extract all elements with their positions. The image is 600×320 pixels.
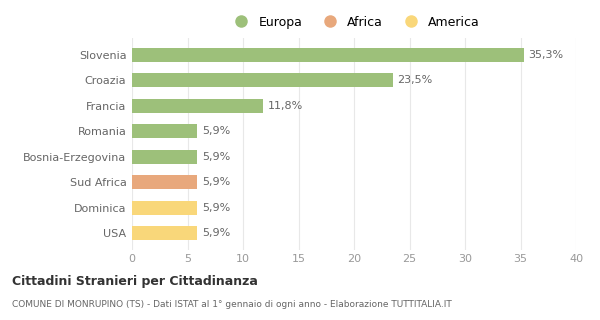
Legend: Europa, Africa, America: Europa, Africa, America [223, 11, 485, 34]
Text: 35,3%: 35,3% [528, 50, 563, 60]
Text: 5,9%: 5,9% [202, 228, 230, 238]
Text: 5,9%: 5,9% [202, 126, 230, 136]
Bar [132, 124, 197, 138]
Bar [132, 226, 197, 240]
Text: 5,9%: 5,9% [202, 203, 230, 212]
Text: 5,9%: 5,9% [202, 152, 230, 162]
Bar [132, 201, 197, 215]
Bar [132, 73, 393, 87]
Bar [132, 48, 524, 62]
Bar [132, 99, 263, 113]
Text: 23,5%: 23,5% [397, 76, 433, 85]
Bar [132, 175, 197, 189]
Text: 11,8%: 11,8% [268, 101, 302, 111]
Bar [132, 150, 197, 164]
Text: 5,9%: 5,9% [202, 177, 230, 187]
Text: COMUNE DI MONRUPINO (TS) - Dati ISTAT al 1° gennaio di ogni anno - Elaborazione : COMUNE DI MONRUPINO (TS) - Dati ISTAT al… [12, 300, 452, 309]
Text: Cittadini Stranieri per Cittadinanza: Cittadini Stranieri per Cittadinanza [12, 275, 258, 288]
